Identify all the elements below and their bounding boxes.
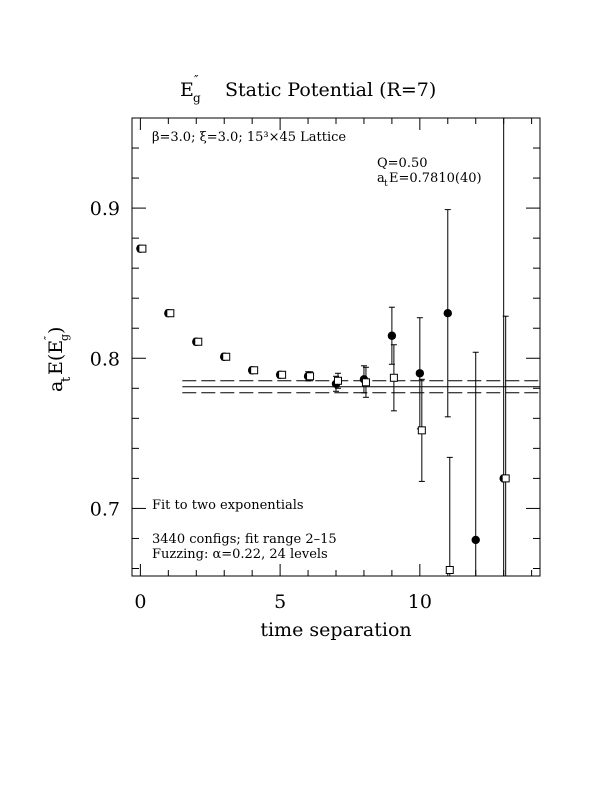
ate-annotation-t: t <box>384 179 388 189</box>
x-axis-tick-labels: 0 5 10 <box>134 591 432 613</box>
y-tick-label: 0.9 <box>90 198 120 220</box>
data-point-square <box>501 474 510 483</box>
ate-annotation-value: E=0.7810(40) <box>389 171 482 186</box>
y-axis-label-close: ) <box>45 327 67 334</box>
data-point-square <box>166 309 175 318</box>
data-point-square <box>138 244 147 253</box>
data-point-square <box>334 376 342 385</box>
y-tick-label: 0.7 <box>90 498 120 520</box>
y-axis-label-E: E(E <box>45 340 67 375</box>
data-point-circle <box>387 331 397 340</box>
data-point-square <box>445 565 454 574</box>
title-main: E <box>180 79 194 101</box>
chart-title: E ″ g Static Potential (R=7) <box>180 73 436 105</box>
data-point-square <box>194 337 203 346</box>
y-tick-label: 0.8 <box>90 348 120 370</box>
fit-band <box>182 380 540 394</box>
annotations: β=3.0; ξ=3.0; 15³×45 Lattice Q=0.50 a t … <box>152 130 482 562</box>
x-tick-label: 0 <box>134 591 146 613</box>
configs-annotation: 3440 configs; fit range 2–15 <box>152 532 337 547</box>
data-point-square <box>306 372 315 381</box>
fit-annotation: Fit to two exponentials <box>152 498 304 513</box>
data-point-circle <box>415 369 425 378</box>
q-annotation: Q=0.50 <box>377 156 428 171</box>
data-point-square <box>222 352 231 361</box>
title-superscript: ″ <box>194 73 199 87</box>
y-axis-label-a: a <box>45 381 67 392</box>
lattice-annotation: β=3.0; ξ=3.0; 15³×45 Lattice <box>152 130 346 145</box>
y-axis-tick-labels: 0.7 0.8 0.9 <box>90 198 120 520</box>
data-point-square <box>417 426 426 435</box>
y-axis-label-sub: g <box>58 334 71 341</box>
data-point-square <box>278 370 287 379</box>
title-rest: Static Potential (R=7) <box>225 79 436 101</box>
y-axis-label-t: t <box>59 376 74 382</box>
series-open-squares <box>138 244 510 577</box>
data-point-square <box>361 378 370 387</box>
data-point-square <box>389 373 398 382</box>
ate-annotation-a: a <box>377 171 385 186</box>
x-tick-label: 10 <box>408 591 432 613</box>
data-point-square <box>250 366 259 375</box>
x-axis-label: time separation <box>260 619 411 641</box>
fuzzing-annotation: Fuzzing: α=0.22, 24 levels <box>152 547 328 562</box>
title-subscript: g <box>193 91 201 105</box>
y-axis-label-sup: ″ <box>42 336 55 340</box>
data-point-circle <box>471 535 480 545</box>
x-tick-label: 5 <box>274 591 286 613</box>
y-axis-label: a t E(E ″ g ) <box>42 327 74 392</box>
x-axis-ticks <box>139 118 533 576</box>
y-axis-ticks <box>132 117 540 569</box>
data-point-circle <box>443 309 452 318</box>
